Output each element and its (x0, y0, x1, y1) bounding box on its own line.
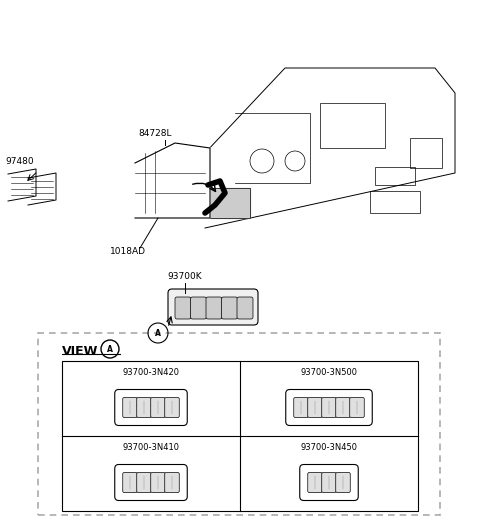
FancyBboxPatch shape (175, 297, 191, 319)
FancyBboxPatch shape (350, 397, 364, 417)
FancyBboxPatch shape (115, 464, 187, 501)
Text: 97480: 97480 (5, 157, 34, 166)
Polygon shape (8, 169, 36, 201)
FancyBboxPatch shape (206, 297, 222, 319)
Text: 84728L: 84728L (138, 129, 172, 138)
FancyBboxPatch shape (294, 397, 308, 417)
FancyBboxPatch shape (336, 397, 350, 417)
Bar (62, 361, 418, 511)
FancyBboxPatch shape (237, 297, 253, 319)
Polygon shape (210, 188, 250, 218)
FancyBboxPatch shape (300, 464, 358, 501)
Bar (370, 191, 420, 213)
FancyBboxPatch shape (308, 397, 322, 417)
Bar (410, 138, 442, 168)
Text: VIEW: VIEW (62, 345, 98, 358)
FancyBboxPatch shape (137, 472, 151, 493)
Text: 1018AD: 1018AD (110, 246, 146, 256)
FancyBboxPatch shape (115, 390, 187, 426)
FancyBboxPatch shape (137, 397, 151, 417)
FancyBboxPatch shape (165, 397, 179, 417)
Bar (375, 167, 415, 185)
Bar (320, 103, 385, 148)
Text: A: A (107, 345, 113, 354)
Polygon shape (28, 173, 56, 205)
FancyBboxPatch shape (322, 397, 336, 417)
FancyBboxPatch shape (221, 297, 238, 319)
FancyBboxPatch shape (151, 472, 165, 493)
Polygon shape (135, 143, 210, 218)
FancyBboxPatch shape (191, 297, 206, 319)
Text: 93700-3N410: 93700-3N410 (122, 443, 180, 452)
Text: 93700-3N500: 93700-3N500 (300, 368, 358, 377)
FancyBboxPatch shape (168, 289, 258, 325)
Polygon shape (205, 68, 455, 228)
FancyBboxPatch shape (322, 472, 336, 493)
FancyBboxPatch shape (165, 472, 179, 493)
Text: 93700-3N450: 93700-3N450 (300, 443, 358, 452)
FancyBboxPatch shape (123, 397, 137, 417)
Text: 93700K: 93700K (168, 272, 202, 281)
FancyBboxPatch shape (308, 472, 322, 493)
Text: 93700-3N420: 93700-3N420 (122, 368, 180, 377)
FancyBboxPatch shape (151, 397, 165, 417)
FancyBboxPatch shape (286, 390, 372, 426)
Text: A: A (155, 328, 161, 337)
FancyBboxPatch shape (123, 472, 137, 493)
FancyBboxPatch shape (336, 472, 350, 493)
